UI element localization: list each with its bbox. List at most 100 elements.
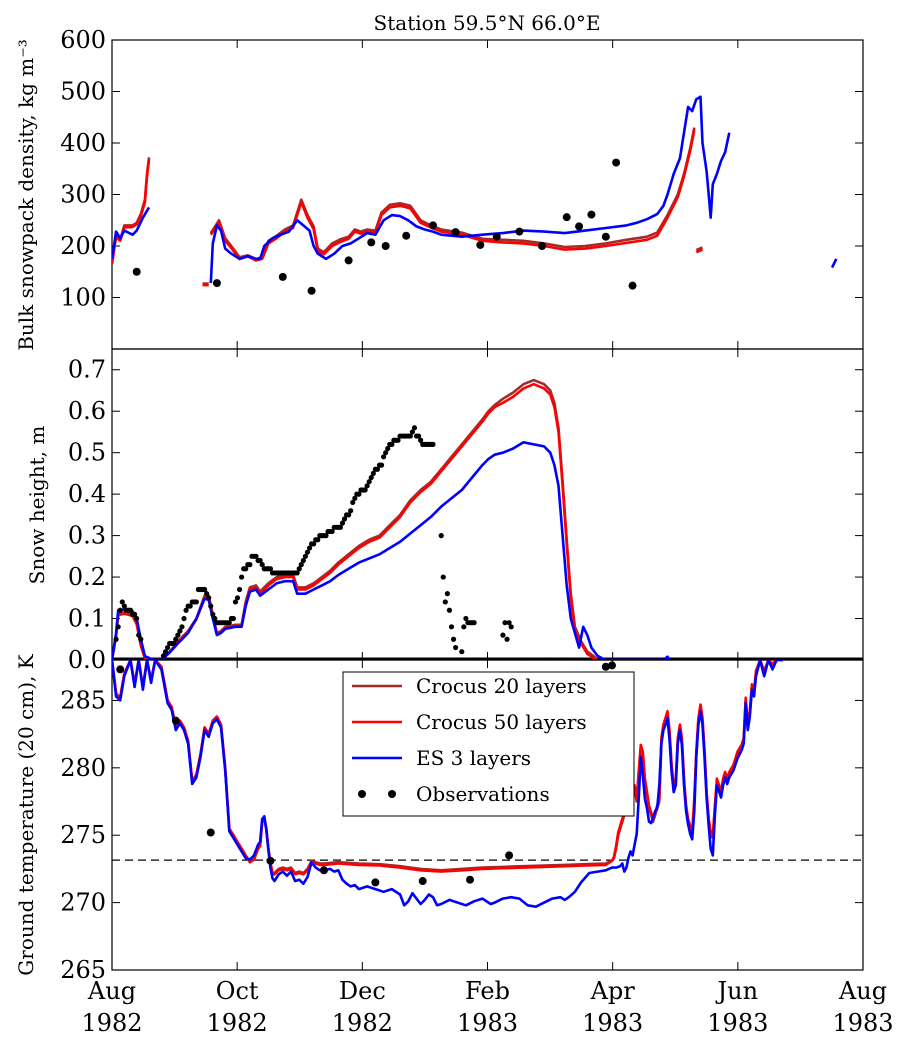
observation-point [337, 524, 343, 530]
observation-point [179, 624, 185, 630]
series-line-es3 [112, 660, 783, 908]
x-tick-label-year: 1983 [832, 1009, 893, 1037]
observation-point [506, 620, 512, 626]
legend-label: Crocus 50 layers [416, 710, 587, 734]
observation-point [323, 533, 329, 539]
observation-point [115, 624, 121, 630]
observation-point [298, 562, 304, 568]
observation-point [473, 657, 479, 660]
x-tick-label-year: 1982 [81, 1009, 142, 1037]
legend-label: Crocus 20 layers [416, 674, 587, 698]
chart-title: Station 59.5°N 66.0°E [374, 11, 601, 35]
observation-point [339, 520, 346, 526]
observation-point [267, 566, 274, 572]
observation-point [201, 586, 208, 593]
observation-point [562, 213, 571, 222]
legend: Crocus 20 layers Crocus 50 layers ES 3 lay… [342, 671, 635, 817]
y-tick-label: 500 [60, 78, 106, 106]
y-tick-label: 0.7 [68, 356, 106, 384]
observation-point [415, 433, 422, 439]
legend-marker-observations [388, 790, 396, 798]
observation-point [206, 828, 215, 837]
y-tick-label: 275 [60, 821, 106, 849]
x-tick-label-year: 1983 [457, 1009, 518, 1037]
observation-point [344, 256, 353, 265]
observation-point [307, 286, 316, 295]
observation-point [162, 649, 169, 655]
observation-point [371, 878, 380, 887]
observation-point [134, 615, 140, 622]
legend-label: ES 3 layers [416, 746, 531, 770]
observation-point [463, 615, 469, 622]
observation-point [538, 242, 547, 250]
x-tick-label-year: 1983 [707, 1009, 768, 1037]
observation-point [587, 210, 596, 219]
series-line-crocus50 [112, 159, 151, 265]
series-line-crocus20 [209, 127, 696, 261]
y-tick-label: 100 [60, 284, 106, 312]
legend-marker-observations [358, 790, 366, 798]
plot-frame [111, 348, 864, 661]
observation-point [378, 462, 385, 468]
y-tick-label: 0.6 [68, 397, 106, 425]
observation-point [440, 574, 446, 580]
observation-point [520, 657, 527, 660]
observation-point [177, 628, 183, 634]
legend-label: Observations [416, 782, 550, 806]
observation-point [448, 624, 455, 630]
x-tick-label-year: 1982 [332, 1009, 393, 1037]
observation-point [294, 570, 300, 576]
observation-point [453, 644, 459, 651]
observation-point [383, 450, 389, 456]
x-tick-label-month: Aug [87, 977, 136, 1005]
observation-point [367, 238, 376, 247]
observation-point [210, 611, 216, 617]
y-tick-label: 600 [60, 26, 106, 54]
series-line-crocus50 [695, 248, 704, 254]
observation-point [160, 653, 167, 659]
observation-point [171, 640, 177, 647]
observation-point [461, 624, 467, 630]
observation-point [402, 231, 411, 240]
x-tick-label-month: Feb [465, 977, 510, 1005]
y-tick-label: 285 [60, 686, 106, 714]
observation-point [444, 591, 450, 597]
y-tick-label: 400 [60, 129, 106, 157]
observation-point [239, 574, 245, 580]
observation-point [395, 437, 401, 443]
observation-point [430, 441, 436, 447]
observation-point [164, 644, 171, 651]
observation-point [450, 636, 457, 642]
series-line-crocus20 [695, 246, 704, 252]
observation-point [121, 603, 127, 609]
observation-point [193, 599, 199, 605]
observation-point [505, 851, 514, 860]
observation-point [409, 429, 415, 435]
y-tick-label: 265 [60, 956, 106, 984]
observation-point [113, 636, 119, 642]
observation-point [466, 875, 475, 884]
y-tick-label: 200 [60, 232, 106, 260]
density-panel: 100 200 300 400 500 600 [60, 26, 864, 350]
observation-point [350, 499, 356, 506]
observation-point [356, 491, 362, 497]
observation-point [352, 495, 358, 501]
series-line-es3 [830, 258, 838, 269]
observation-point [508, 624, 514, 630]
observation-point [136, 632, 142, 638]
observation-point [418, 437, 424, 443]
observation-point [208, 603, 214, 609]
observation-point [175, 632, 181, 638]
observation-point [492, 232, 501, 241]
y-tick-label: 300 [60, 181, 106, 209]
observation-point [575, 222, 584, 231]
observation-point [562, 657, 568, 660]
observation-point [116, 665, 125, 674]
observation-point [607, 661, 616, 670]
observation-point [266, 856, 275, 865]
observation-point [232, 599, 239, 605]
observation-point [476, 240, 485, 249]
observation-point [348, 508, 354, 514]
observation-point [459, 649, 465, 655]
y-axis-label-density: Bulk snowpack density, kg m⁻³ [14, 39, 38, 351]
